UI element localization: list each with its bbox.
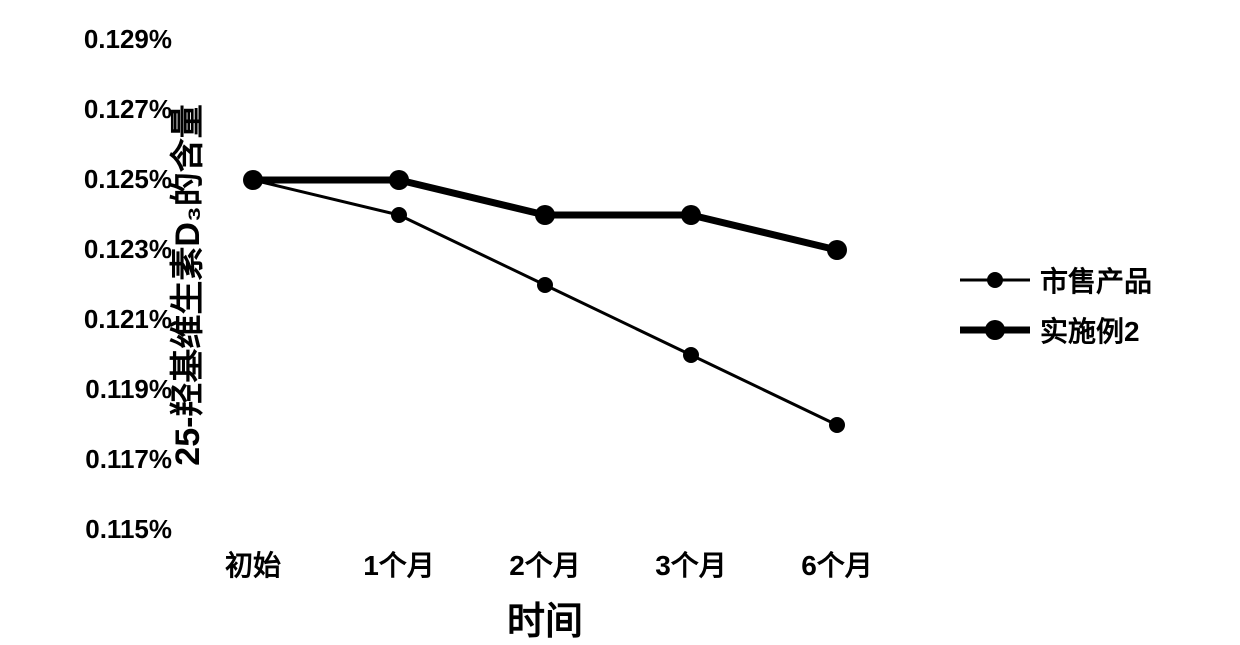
series-marker — [389, 170, 409, 190]
y-tick-label: 0.121% — [84, 304, 172, 335]
legend-label: 实施例2 — [1040, 310, 1140, 350]
x-tick-label: 2个月 — [495, 544, 595, 584]
legend-item: 市售产品 — [960, 260, 1152, 300]
series-marker — [681, 205, 701, 225]
series-marker — [535, 205, 555, 225]
legend-swatch — [960, 318, 1030, 342]
y-axis-title: 25-羟基维生素D₃的含量 — [160, 104, 209, 465]
legend-label: 市售产品 — [1040, 260, 1152, 300]
y-tick-label: 0.115% — [85, 514, 172, 545]
series-marker — [829, 417, 845, 433]
series-marker — [827, 240, 847, 260]
x-tick-label: 6个月 — [787, 544, 887, 584]
chart-container: 25-羟基维生素D₃的含量 时间 市售产品实施例2 0.115% 0.117% 0.… — [0, 0, 1240, 643]
y-tick-label: 0.125% — [84, 164, 172, 195]
legend: 市售产品实施例2 — [960, 260, 1152, 360]
y-tick-label: 0.129% — [84, 24, 172, 55]
series-marker — [537, 277, 553, 293]
y-tick-label: 0.117% — [85, 444, 172, 475]
y-tick-label: 0.119% — [85, 374, 172, 405]
y-tick-label: 0.127% — [84, 94, 172, 125]
x-tick-label: 3个月 — [641, 544, 741, 584]
y-tick-label: 0.123% — [84, 234, 172, 265]
legend-item: 实施例2 — [960, 310, 1152, 350]
x-tick-label: 1个月 — [349, 544, 449, 584]
series-marker — [243, 170, 263, 190]
x-axis-title: 时间 — [180, 590, 910, 645]
series-marker — [683, 347, 699, 363]
series-marker — [391, 207, 407, 223]
x-tick-label: 初始 — [203, 544, 303, 584]
legend-swatch — [960, 270, 1030, 290]
